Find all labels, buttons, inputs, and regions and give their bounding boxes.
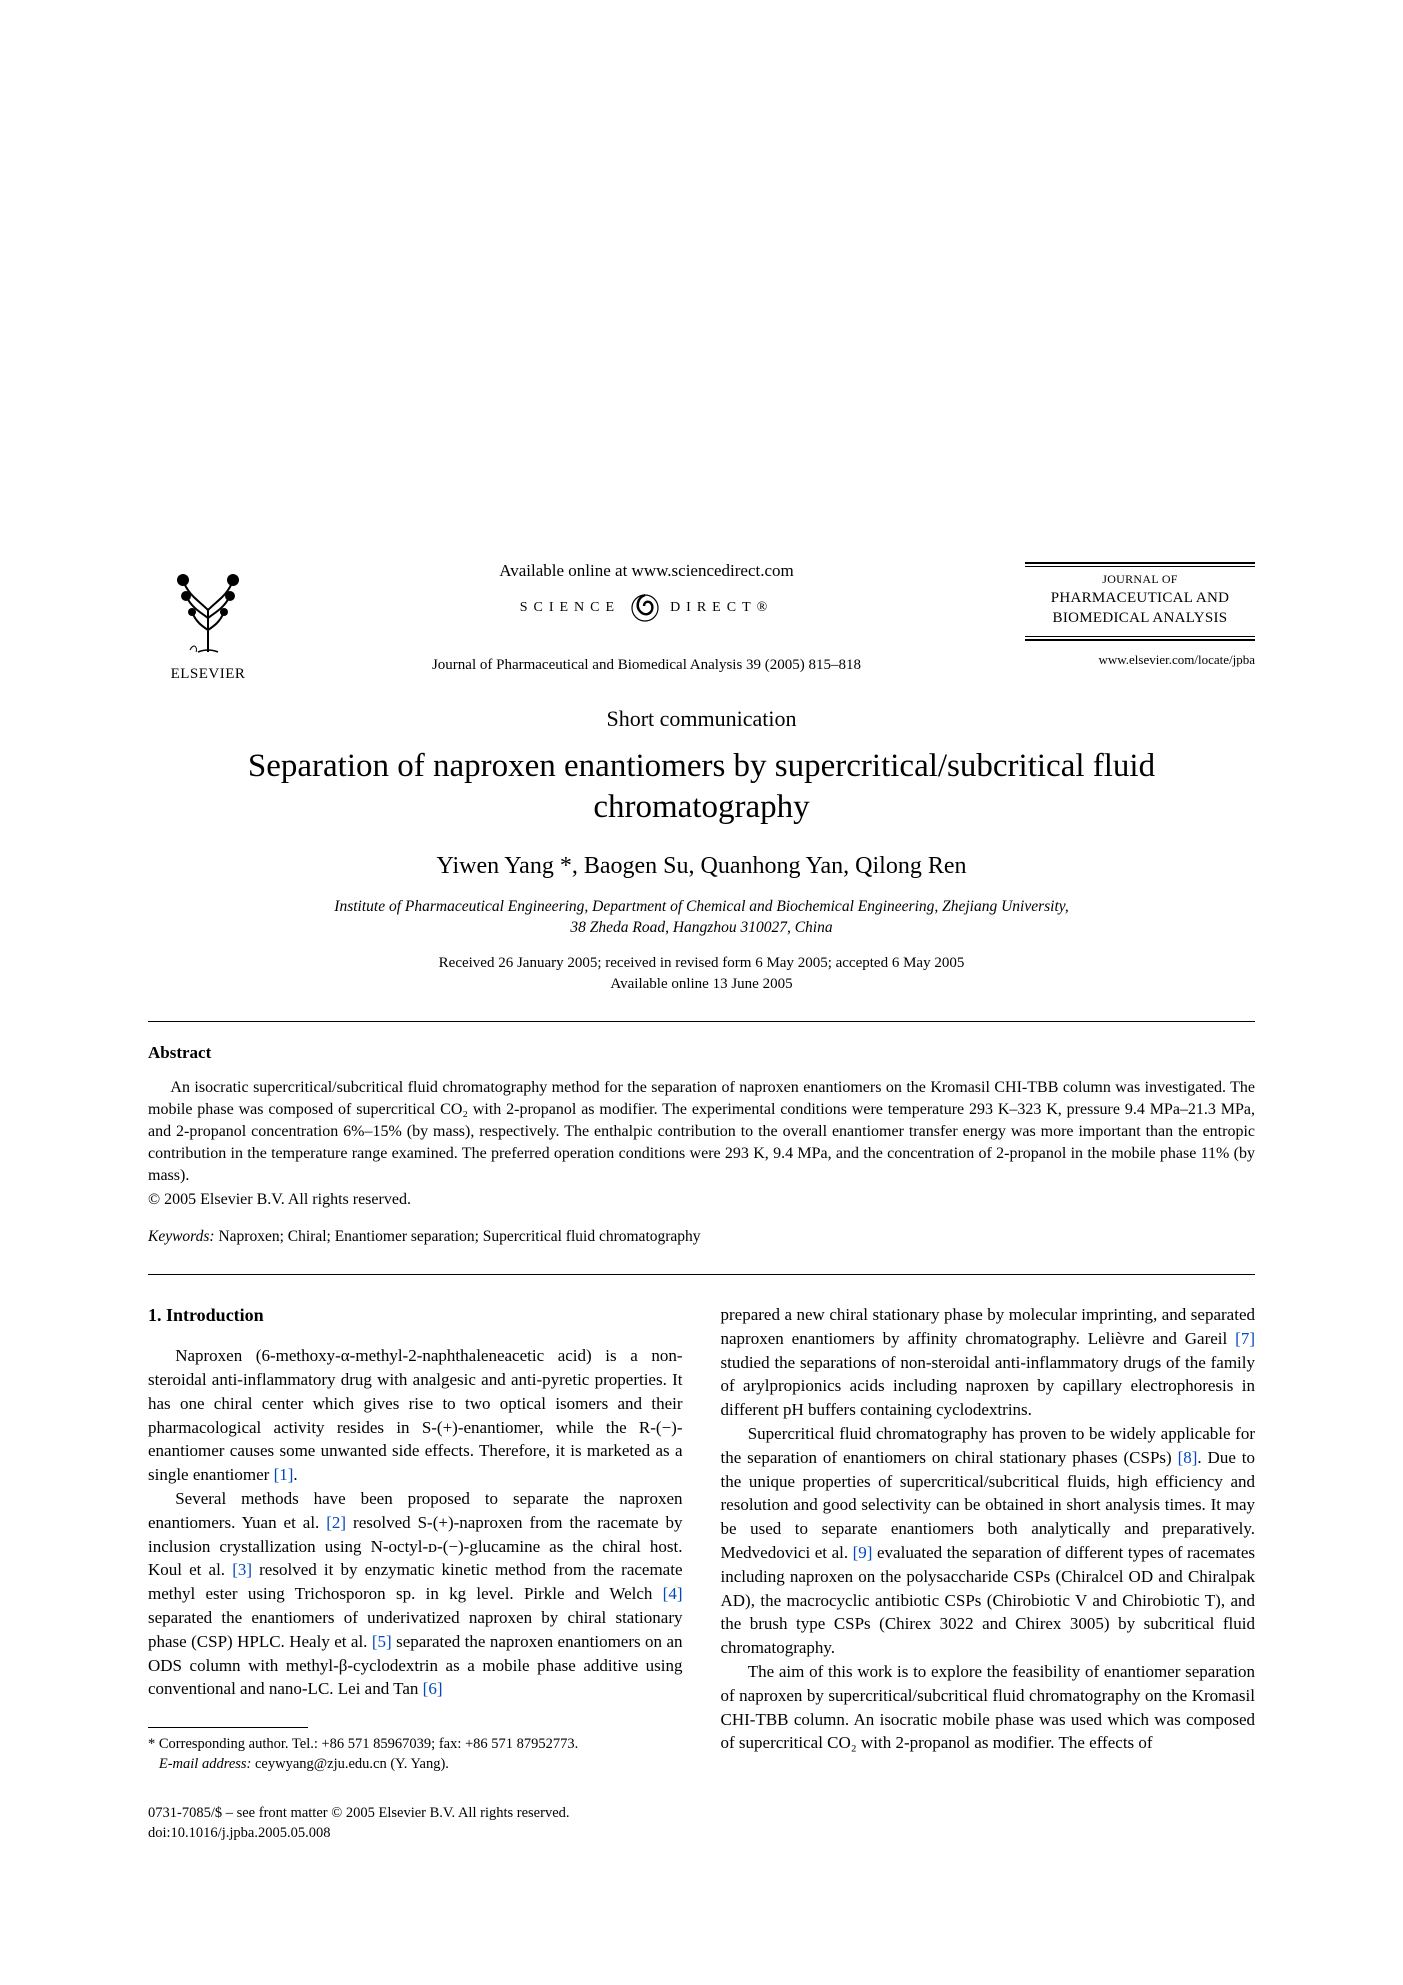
abstract-copyright: © 2005 Elsevier B.V. All rights reserved…: [148, 1189, 1255, 1211]
divider: [148, 1274, 1255, 1275]
sd-text-left: SCIENCE: [520, 599, 620, 618]
section-heading-introduction: 1. Introduction: [148, 1303, 683, 1328]
abstract-body: An isocratic supercritical/subcritical f…: [148, 1077, 1255, 1211]
footnote-corresponding: * Corresponding author. Tel.: +86 571 85…: [148, 1734, 683, 1754]
corresponding-author-footnote: * Corresponding author. Tel.: +86 571 85…: [148, 1734, 683, 1775]
ref-link-2[interactable]: [2]: [326, 1513, 346, 1532]
intro-para-1: Naproxen (6-methoxy-α-methyl-2-naphthale…: [148, 1344, 683, 1487]
ref-link-8[interactable]: [8]: [1178, 1448, 1198, 1467]
footnote-email[interactable]: ceywyang@zju.edu.cn (Y. Yang).: [251, 1756, 449, 1772]
footnote-divider: [148, 1727, 308, 1728]
ref-link-6[interactable]: [6]: [423, 1679, 443, 1698]
right-column: prepared a new chiral stationary phase b…: [721, 1303, 1256, 1775]
article-type: Short communication: [148, 704, 1255, 734]
ref-link-9[interactable]: [9]: [853, 1543, 873, 1562]
journal-label-small: JOURNAL OF: [1025, 571, 1255, 587]
header-center: Available online at www.sciencedirect.co…: [268, 560, 1025, 676]
footnote-email-line: E-mail address: ceywyang@zju.edu.cn (Y. …: [148, 1754, 683, 1774]
sciencedirect-logo-row: SCIENCE DIRECT®: [520, 593, 774, 623]
dates-received: Received 26 January 2005; received in re…: [439, 955, 965, 971]
elsevier-tree-icon: [158, 560, 258, 660]
left-column: 1. Introduction Naproxen (6-methoxy-α-me…: [148, 1303, 683, 1775]
journal-citation: Journal of Pharmaceutical and Biomedical…: [288, 655, 1005, 675]
issn-line: 0731-7085/$ – see front matter © 2005 El…: [148, 1803, 1255, 1823]
ref-link-5[interactable]: [5]: [372, 1632, 392, 1651]
intro-para-2: Several methods have been proposed to se…: [148, 1487, 683, 1701]
affiliation: Institute of Pharmaceutical Engineering,…: [148, 897, 1255, 939]
keywords-list: Naproxen; Chiral; Enantiomer separation;…: [215, 1228, 701, 1245]
sd-text-right: DIRECT®: [670, 599, 773, 618]
affiliation-line1: Institute of Pharmaceutical Engineering,…: [334, 898, 1068, 915]
keywords-line: Keywords: Naproxen; Chiral; Enantiomer s…: [148, 1227, 1255, 1248]
header-row: ELSEVIER Available online at www.science…: [148, 560, 1255, 684]
journal-url[interactable]: www.elsevier.com/locate/jpba: [1025, 651, 1255, 669]
bottom-meta: 0731-7085/$ – see front matter © 2005 El…: [148, 1803, 1255, 1844]
intro-para-4: The aim of this work is to explore the f…: [721, 1660, 1256, 1755]
sciencedirect-swirl-icon: [630, 593, 660, 623]
ref-link-1[interactable]: [1]: [274, 1465, 294, 1484]
affiliation-line2: 38 Zheda Road, Hangzhou 310027, China: [570, 919, 832, 936]
divider: [148, 1021, 1255, 1022]
keywords-label: Keywords:: [148, 1228, 215, 1245]
dates-online: Available online 13 June 2005: [610, 976, 792, 992]
article-title: Separation of naproxen enantiomers by su…: [148, 746, 1255, 829]
intro-para-2-cont: prepared a new chiral stationary phase b…: [721, 1303, 1256, 1422]
ref-link-3[interactable]: [3]: [232, 1560, 252, 1579]
article-dates: Received 26 January 2005; received in re…: [148, 953, 1255, 995]
journal-title-box: JOURNAL OF PHARMACEUTICAL AND BIOMEDICAL…: [1025, 560, 1255, 669]
elsevier-block: ELSEVIER: [148, 560, 268, 684]
doi-line: doi:10.1016/j.jpba.2005.05.008: [148, 1823, 1255, 1843]
ref-link-4[interactable]: [4]: [663, 1584, 683, 1603]
footnote-email-label: E-mail address:: [159, 1756, 252, 1772]
abstract-heading: Abstract: [148, 1042, 1255, 1065]
body-columns: 1. Introduction Naproxen (6-methoxy-α-me…: [148, 1303, 1255, 1775]
journal-title: PHARMACEUTICAL AND BIOMEDICAL ANALYSIS: [1025, 587, 1255, 634]
abstract-text: An isocratic supercritical/subcritical f…: [148, 1077, 1255, 1187]
author-list: Yiwen Yang *, Baogen Su, Quanhong Yan, Q…: [148, 850, 1255, 882]
intro-para-3: Supercritical fluid chromatography has p…: [721, 1422, 1256, 1660]
elsevier-label: ELSEVIER: [171, 664, 246, 684]
ref-link-7[interactable]: [7]: [1235, 1329, 1255, 1348]
available-online-text: Available online at www.sciencedirect.co…: [288, 560, 1005, 583]
